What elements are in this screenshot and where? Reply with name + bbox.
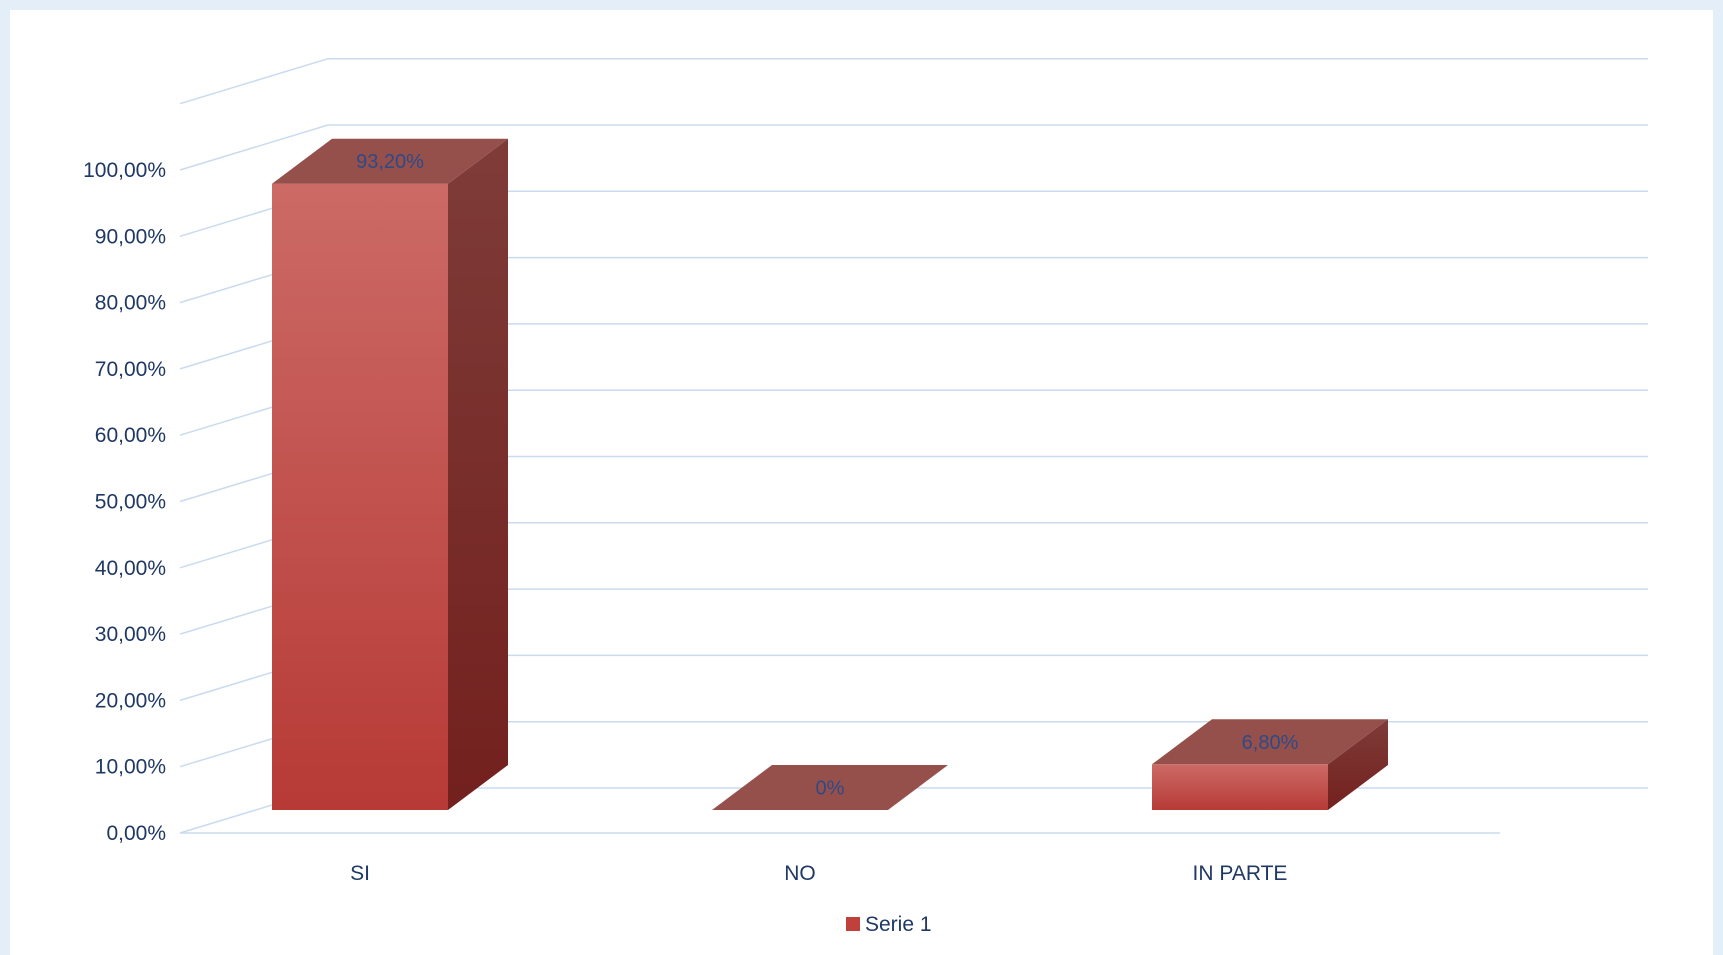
- y-tick-label: 90,00%: [95, 225, 166, 248]
- x-tick-label: NO: [784, 862, 816, 885]
- y-tick-label: 20,00%: [95, 689, 166, 712]
- chart-frame: 0,00% 10,00% 20,00% 30,00% 40,00% 50,00% 60,00…: [10, 10, 1713, 955]
- y-tick-label: 40,00%: [95, 557, 166, 580]
- bar-front-si: [272, 183, 448, 811]
- gridline-side: [179, 57, 329, 105]
- bar-chart: 0,00% 10,00% 20,00% 30,00% 40,00% 50,00% 60,00…: [83, 57, 1648, 936]
- y-tick-label: 50,00%: [95, 491, 166, 514]
- y-tick-label: 10,00%: [95, 756, 166, 779]
- bar-top-no: [712, 765, 948, 810]
- bar-side-in-parte: [1328, 719, 1388, 810]
- y-tick-label: 0,00%: [106, 822, 166, 845]
- data-label: 93,20%: [356, 151, 424, 173]
- bar-top-in-parte: [1152, 719, 1388, 765]
- data-label: 0%: [816, 778, 845, 800]
- y-tick-label: 80,00%: [95, 292, 166, 315]
- y-tick-label: 100,00%: [83, 159, 166, 182]
- legend-label: Serie 1: [865, 913, 932, 936]
- x-tick-label: SI: [350, 862, 370, 885]
- bar-top-si: [272, 138, 508, 184]
- x-tick-label: IN PARTE: [1193, 862, 1288, 885]
- y-tick-label: 70,00%: [95, 358, 166, 381]
- bars: [272, 138, 1388, 811]
- bar-side-si: [448, 138, 508, 811]
- legend-swatch: [846, 917, 860, 931]
- y-tick-label: 60,00%: [95, 424, 166, 447]
- gridline-side: [179, 124, 329, 171]
- bar-front-in-parte: [1152, 764, 1328, 810]
- data-label: 6,80%: [1242, 732, 1299, 754]
- labels: 0,00% 10,00% 20,00% 30,00% 40,00% 50,00% 60,00…: [83, 151, 1298, 936]
- y-tick-label: 30,00%: [95, 623, 166, 646]
